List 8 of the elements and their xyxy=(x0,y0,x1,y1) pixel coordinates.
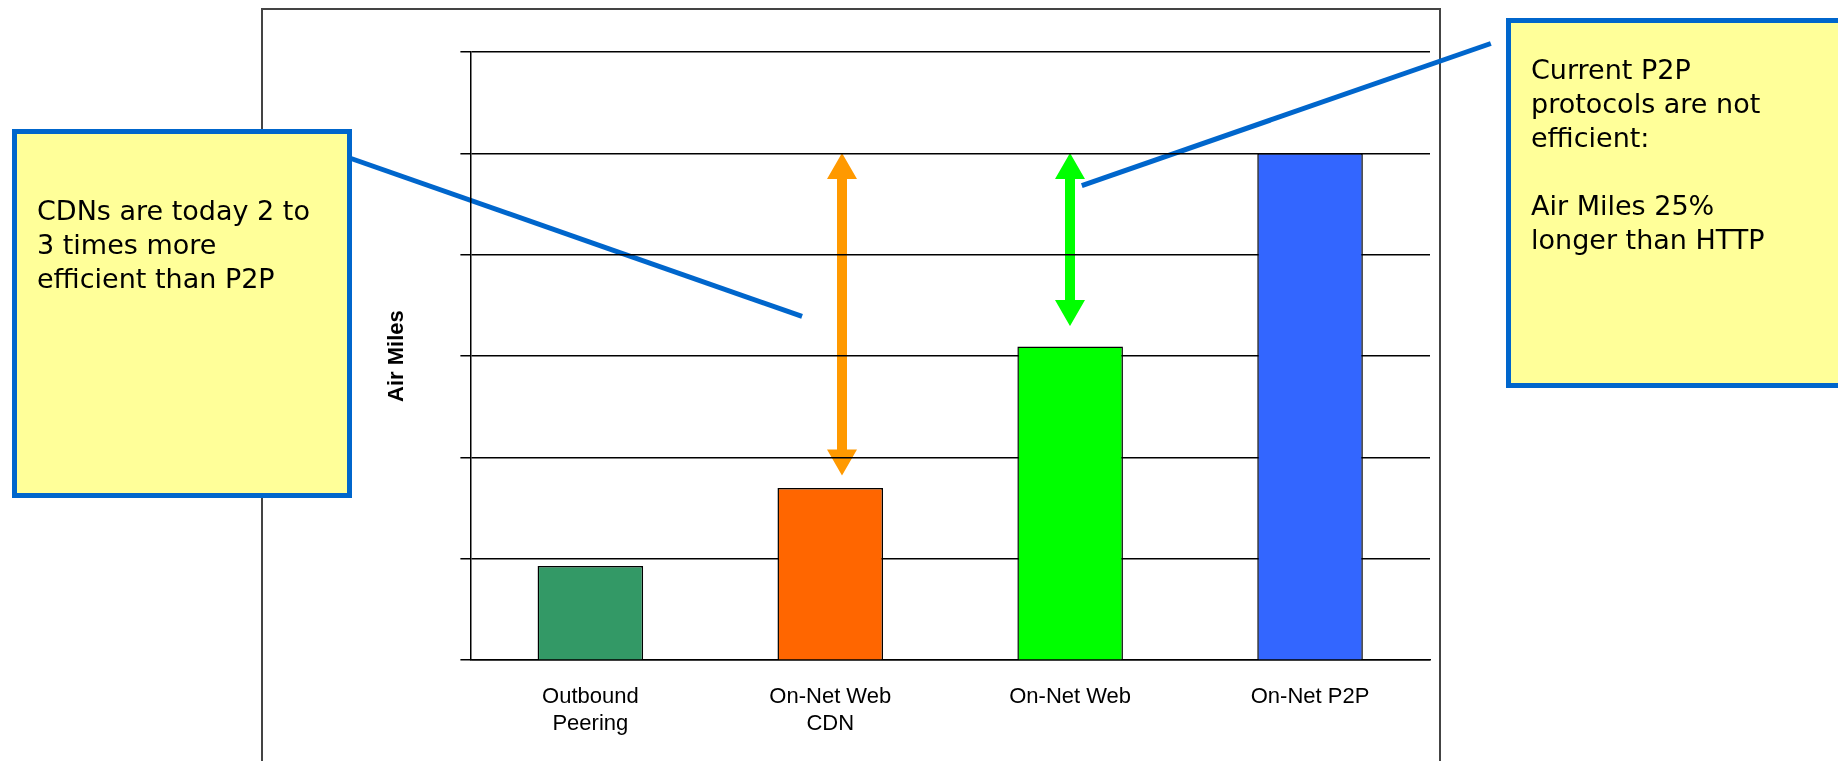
x-tick-label: On-Net Web CDN xyxy=(769,683,892,735)
x-tick-label: On-Net Web xyxy=(1009,683,1132,709)
text: CDNs are today 2 to 3 times more efficient than P2P xyxy=(12,129,352,498)
x-tick-label: On-Net P2P xyxy=(1250,683,1370,709)
text: Current P2P protocols are not efficient: xyxy=(1531,53,1762,155)
text: Air Miles 25% longer than HTTP xyxy=(1531,189,1766,257)
y-axis-title: Air Miles xyxy=(383,310,409,402)
x-tick-label: Outbound Peering xyxy=(542,683,639,735)
